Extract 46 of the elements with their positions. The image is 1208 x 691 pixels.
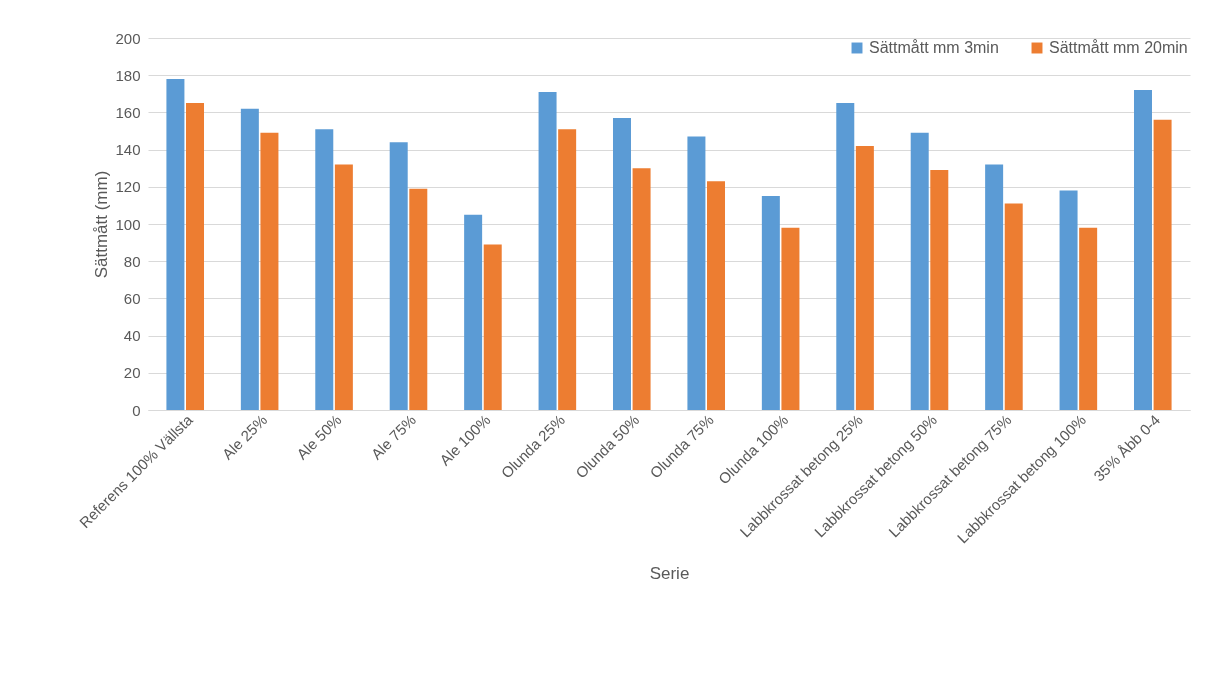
y-tick-label: 120 [115, 178, 141, 196]
bar [632, 168, 651, 410]
bar [781, 227, 800, 410]
y-tick-label: 180 [115, 66, 141, 84]
bar [910, 132, 929, 410]
x-tick-label: 35% Åbb 0-4 [1090, 411, 1164, 485]
y-tick-label: 140 [115, 141, 141, 159]
bar [985, 164, 1004, 410]
bar [315, 129, 334, 410]
bar [240, 108, 259, 410]
bar [334, 164, 353, 410]
bar [761, 196, 780, 410]
x-tick-label: Ale 75% [367, 411, 420, 463]
legend-label: Sättmått mm 20min [1049, 39, 1188, 56]
bar [930, 170, 949, 410]
bar [836, 103, 855, 410]
y-tick-label: 100 [115, 215, 141, 233]
bar [707, 181, 726, 410]
bar [1059, 190, 1078, 410]
y-tick-label: 40 [123, 327, 141, 345]
bar [558, 129, 577, 410]
bar [464, 214, 483, 410]
y-tick-label: 200 [115, 29, 141, 47]
bar [538, 91, 557, 410]
bar [855, 145, 874, 410]
y-tick-label: 60 [123, 289, 141, 307]
bar [1079, 227, 1098, 410]
legend-label: Sättmått mm 3min [869, 39, 999, 56]
bar [166, 78, 185, 410]
y-tick-label: 80 [123, 252, 141, 270]
y-tick-label: 0 [132, 401, 141, 419]
y-tick-label: 160 [115, 103, 141, 121]
bar [1153, 119, 1172, 410]
bar [260, 132, 279, 410]
x-axis-title: Serie [649, 564, 690, 584]
bar [687, 136, 706, 410]
bar [483, 244, 502, 410]
bar [1004, 203, 1023, 410]
bar [389, 142, 408, 410]
y-axis-title: Sättmått (mm) [92, 170, 112, 279]
y-tick-label: 20 [123, 364, 141, 382]
x-tick-label: Ale 50% [293, 411, 345, 463]
bar [409, 188, 428, 410]
bar [1133, 90, 1152, 410]
bar [186, 103, 205, 410]
bar [612, 117, 631, 410]
